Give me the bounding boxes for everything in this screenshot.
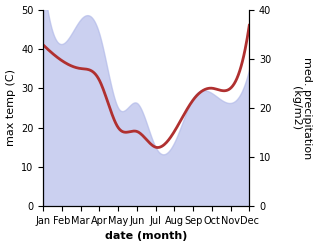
Y-axis label: max temp (C): max temp (C) bbox=[5, 69, 16, 146]
X-axis label: date (month): date (month) bbox=[105, 231, 187, 242]
Y-axis label: med. precipitation
(kg/m2): med. precipitation (kg/m2) bbox=[291, 57, 313, 159]
